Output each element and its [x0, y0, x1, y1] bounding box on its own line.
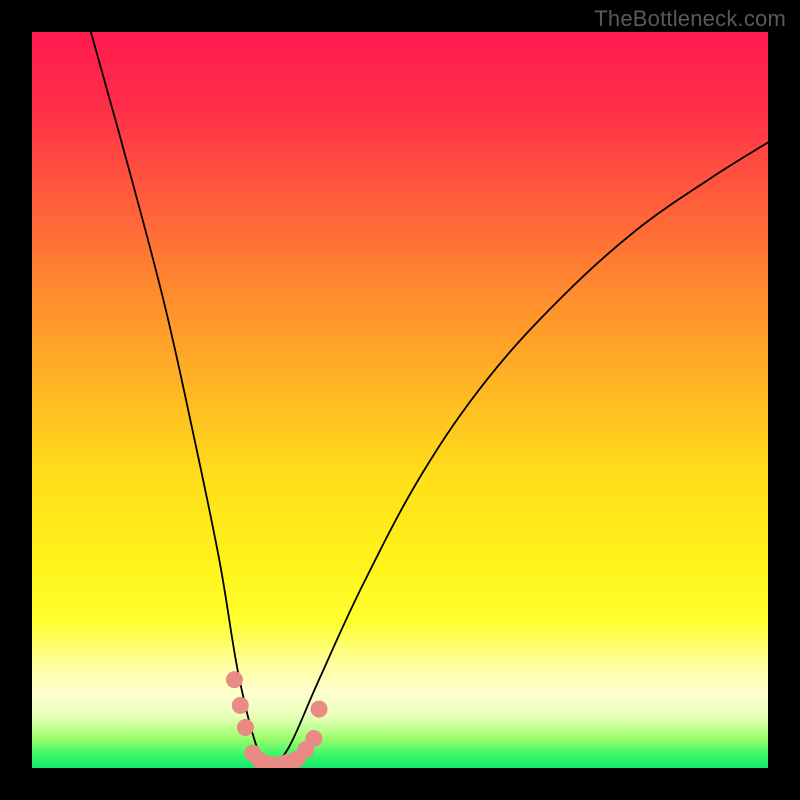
data-marker — [226, 671, 243, 688]
curve-layer — [32, 32, 768, 768]
data-marker — [305, 730, 322, 747]
chart-frame: TheBottleneck.com — [0, 0, 800, 800]
watermark-text: TheBottleneck.com — [594, 6, 786, 32]
curve-right-branch — [271, 142, 768, 768]
data-marker — [232, 697, 249, 714]
curve-left-branch — [91, 32, 271, 768]
data-marker — [237, 719, 254, 736]
data-marker — [311, 701, 328, 718]
plot-area — [32, 32, 768, 768]
